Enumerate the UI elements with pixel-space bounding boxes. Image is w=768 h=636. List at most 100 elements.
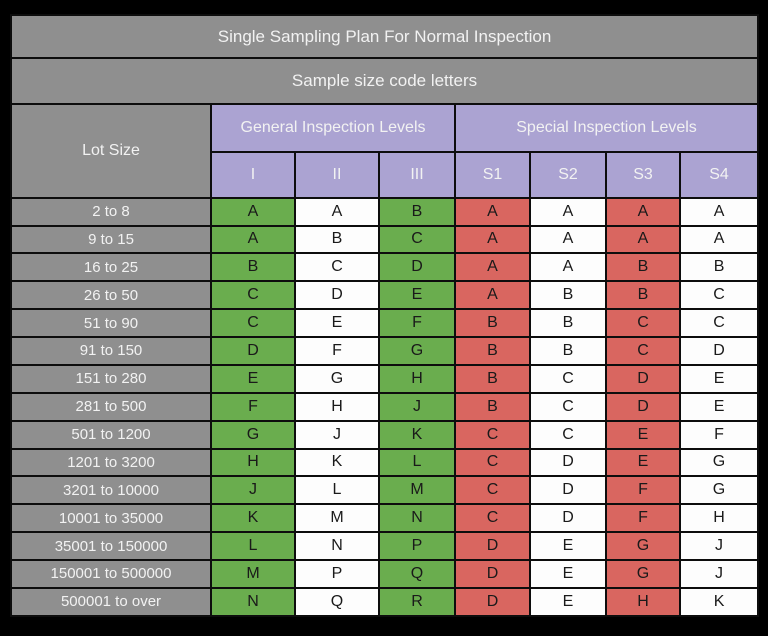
table-row: 151 to 280 E G H B C D E <box>10 363 760 394</box>
code-letter-cell: A <box>605 224 681 255</box>
code-letter-cell: N <box>378 503 456 534</box>
code-letter-cell: D <box>454 531 531 562</box>
code-letter-cell: J <box>294 419 380 450</box>
code-letter-cell: F <box>605 475 681 506</box>
code-letter-cell: G <box>210 419 296 450</box>
code-letter-cell: L <box>378 447 456 478</box>
code-letter-cell: C <box>454 447 531 478</box>
code-letter-cell: E <box>605 419 681 450</box>
code-letter-cell: A <box>294 196 380 227</box>
level-header-row: I II III S1 S2 S3 S4 <box>11 150 760 199</box>
level-header-s3: S3 <box>605 150 681 199</box>
code-letter-cell: A <box>678 224 760 255</box>
code-letter-cell: E <box>378 280 456 311</box>
code-letter-cell: A <box>678 196 760 227</box>
lot-size-cell: 150001 to 500000 <box>10 559 212 589</box>
table-row: 281 to 500 F H J B C D E <box>10 391 760 422</box>
code-letter-cell: C <box>210 308 296 339</box>
code-letter-cell: D <box>294 280 380 311</box>
group-header-row: Lot Size General Inspection Levels Speci… <box>10 103 760 199</box>
code-letter-cell: A <box>454 224 531 255</box>
table-row: 35001 to 150000 L N P D E G J <box>10 531 760 562</box>
code-letter-cell: C <box>678 280 760 311</box>
code-letter-cell: G <box>605 531 681 562</box>
special-levels-header: Special Inspection Levels <box>453 103 760 153</box>
code-letter-cell: D <box>210 336 296 366</box>
code-letter-cell: K <box>210 503 296 534</box>
lot-size-cell: 1201 to 3200 <box>10 447 212 478</box>
code-letter-cell: A <box>210 196 296 227</box>
subtitle-row: Sample size code letters <box>9 57 760 106</box>
code-letter-cell: H <box>294 391 380 422</box>
table-title: Single Sampling Plan For Normal Inspecti… <box>9 13 760 60</box>
code-letter-cell: F <box>210 391 296 422</box>
code-letter-cell: J <box>678 559 760 589</box>
code-letter-cell: G <box>678 475 760 506</box>
code-letter-cell: Q <box>378 559 456 589</box>
lot-size-cell: 501 to 1200 <box>10 419 212 450</box>
table-row: 16 to 25 B C D A A B B <box>10 252 760 283</box>
code-letter-cell: F <box>294 336 380 366</box>
code-letter-cell: A <box>210 224 296 255</box>
code-letter-cell: D <box>454 559 531 589</box>
code-letter-cell: B <box>378 196 456 227</box>
code-letter-cell: C <box>454 503 531 534</box>
lot-size-cell: 51 to 90 <box>10 308 212 339</box>
level-header-s2: S2 <box>529 150 607 199</box>
lot-size-cell: 2 to 8 <box>10 196 212 227</box>
code-letter-cell: F <box>605 503 681 534</box>
code-letter-cell: K <box>294 447 380 478</box>
code-letter-cell: E <box>529 531 607 562</box>
table-row: 501 to 1200 G J K C C E F <box>10 419 760 450</box>
code-letter-cell: G <box>294 363 380 394</box>
lot-size-cell: 10001 to 35000 <box>10 503 212 534</box>
code-letter-cell: B <box>294 224 380 255</box>
code-letter-cell: A <box>454 252 531 283</box>
code-letter-cell: C <box>210 280 296 311</box>
code-letter-cell: B <box>529 280 607 311</box>
lot-size-header: Lot Size <box>10 103 212 199</box>
code-letter-cell: A <box>454 280 531 311</box>
table-subtitle: Sample size code letters <box>9 57 760 106</box>
code-letter-cell: D <box>678 336 760 366</box>
lot-size-cell: 3201 to 10000 <box>10 475 212 506</box>
code-letter-cell: P <box>294 559 380 589</box>
code-letter-cell: B <box>454 391 531 422</box>
code-letter-cell: E <box>605 447 681 478</box>
code-letter-cell: C <box>529 419 607 450</box>
code-letter-cell: D <box>529 475 607 506</box>
code-letter-cell: B <box>529 308 607 339</box>
code-letter-cell: D <box>529 503 607 534</box>
code-letter-cell: E <box>210 363 296 394</box>
code-letter-cell: D <box>529 447 607 478</box>
code-letter-cell: M <box>210 559 296 589</box>
code-letter-cell: B <box>529 336 607 366</box>
code-letter-cell: C <box>378 224 456 255</box>
code-letter-cell: F <box>378 308 456 339</box>
code-letter-cell: N <box>210 586 296 618</box>
code-letter-cell: H <box>678 503 760 534</box>
code-letter-cell: M <box>378 475 456 506</box>
lot-size-cell: 16 to 25 <box>10 252 212 283</box>
code-letter-cell: G <box>605 559 681 589</box>
code-letter-cell: B <box>454 336 531 366</box>
level-header-i: I <box>210 150 296 199</box>
code-letter-cell: A <box>529 252 607 283</box>
table-row: 500001 to over N Q R D E H K <box>10 586 760 618</box>
level-header-s4: S4 <box>678 150 760 199</box>
code-letter-cell: E <box>529 559 607 589</box>
code-letter-cell: M <box>294 503 380 534</box>
code-letter-cell: A <box>605 196 681 227</box>
code-letter-cell: L <box>294 475 380 506</box>
code-letter-cell: E <box>294 308 380 339</box>
code-letter-cell: G <box>378 336 456 366</box>
code-letter-cell: D <box>605 363 681 394</box>
code-letter-cell: B <box>210 252 296 283</box>
code-letter-cell: E <box>678 391 760 422</box>
general-levels-header: General Inspection Levels <box>210 103 456 153</box>
code-letter-cell: E <box>529 586 607 618</box>
code-letter-cell: C <box>678 308 760 339</box>
code-letter-cell: A <box>529 224 607 255</box>
